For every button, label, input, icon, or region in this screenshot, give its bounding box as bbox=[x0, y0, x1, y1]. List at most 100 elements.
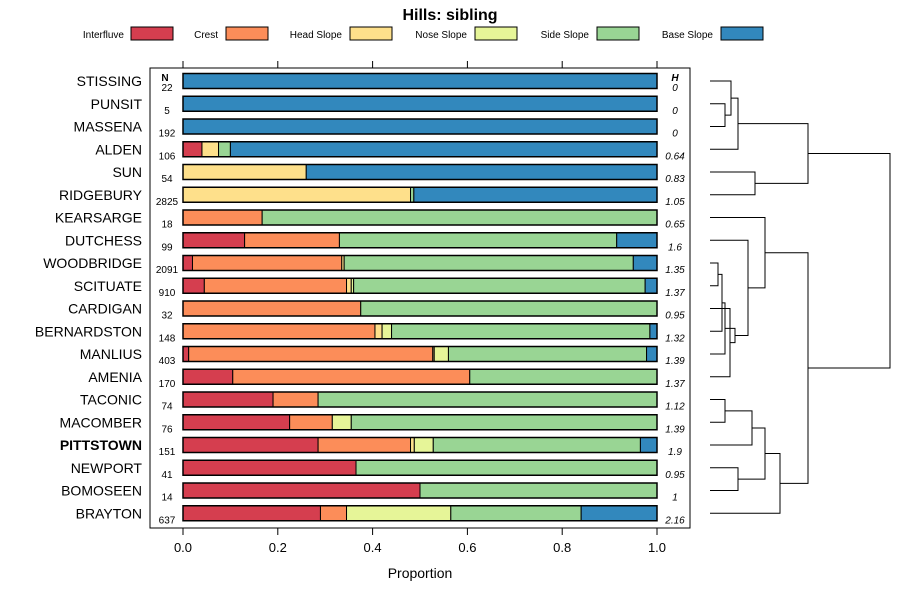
h-value-sun: 0.83 bbox=[665, 174, 685, 185]
bar-segment-bernardston-base-slope bbox=[649, 323, 658, 340]
bar-segment-bernardston-crest bbox=[182, 323, 376, 340]
bar-outline-massena bbox=[182, 118, 658, 135]
n-value-bernardston: 148 bbox=[159, 333, 176, 344]
bar-segment-pittstown-crest bbox=[317, 437, 412, 453]
bar-segment-cardigan-side-slope bbox=[360, 300, 658, 317]
dendrogram-link-blue-group bbox=[710, 97, 739, 150]
bar-segment-punsit-base-slope bbox=[182, 95, 658, 112]
bar-segment-pittstown-side-slope bbox=[432, 437, 641, 453]
bar-outline-pittstown bbox=[182, 436, 658, 454]
bar-rows: STISSING 22 0 PUNSIT 5 0 MASSENA 192 0 ALDEN 106 0.… bbox=[35, 72, 685, 526]
n-value-punsit: 5 bbox=[164, 106, 170, 117]
bar-segment-ridgebury-base-slope bbox=[413, 186, 658, 203]
bar-segment-dutchess-crest bbox=[244, 232, 340, 249]
bar-outline-bomoseen bbox=[182, 482, 658, 499]
row-label-taconic: TACONIC bbox=[80, 392, 142, 408]
row-label-cardigan: CARDIGAN bbox=[68, 301, 142, 317]
h-value-manlius: 1.39 bbox=[665, 356, 685, 367]
dendrogram-link-dutchess bbox=[710, 239, 749, 337]
h-value-amenia: 1.37 bbox=[665, 379, 685, 390]
bar-outline-stissing bbox=[182, 72, 658, 90]
row-label-dutchess: DUTCHESS bbox=[65, 232, 142, 248]
bar-segment-pittstown-interfluve bbox=[182, 437, 319, 453]
row-label-macomber: MACOMBER bbox=[60, 414, 142, 430]
bar-segment-woodbridge-base-slope bbox=[632, 255, 658, 271]
bar-segment-bernardston-nose-slope bbox=[381, 323, 393, 340]
dendrogram-link-woodbridge-scituate bbox=[710, 262, 719, 287]
bar-segment-kearsarge-side-slope bbox=[261, 209, 658, 226]
h-value-taconic: 1.12 bbox=[665, 402, 685, 413]
bar-segment-alden-base-slope bbox=[229, 141, 658, 158]
legend-label-interfluve: Interfluve bbox=[83, 30, 125, 41]
dendrogram-link-root bbox=[808, 153, 891, 369]
bar-outline-brayton bbox=[182, 505, 658, 522]
bar-segment-sun-base-slope bbox=[305, 164, 658, 180]
x-tick-label-2: 0.4 bbox=[364, 540, 382, 555]
bar-segment-dutchess-interfluve bbox=[182, 232, 246, 249]
bar-segment-woodbridge-side-slope bbox=[343, 255, 634, 271]
n-value-kearsarge: 18 bbox=[161, 220, 173, 231]
n-value-stissing: 22 bbox=[161, 83, 173, 94]
bar-segment-amenia-interfluve bbox=[182, 368, 234, 385]
legend-label-nose-slope: Nose Slope bbox=[415, 30, 467, 41]
legend-swatch-crest bbox=[225, 26, 269, 41]
h-value-punsit: 0 bbox=[672, 106, 678, 117]
x-tick-label-1: 0.2 bbox=[269, 540, 287, 555]
bar-segment-kearsarge-crest bbox=[182, 209, 263, 226]
bar-segment-scituate-base-slope bbox=[644, 277, 658, 294]
x-tick-label-5: 1.0 bbox=[648, 540, 666, 555]
bar-segment-macomber-nose-slope bbox=[331, 414, 352, 431]
legend-label-side-slope: Side Slope bbox=[541, 30, 590, 41]
dendrogram-link-manlius bbox=[710, 302, 726, 355]
bar-segment-amenia-side-slope bbox=[469, 368, 658, 385]
row-label-massena: MASSENA bbox=[74, 119, 143, 135]
bar-segment-dutchess-base-slope bbox=[616, 232, 658, 249]
row-label-bomoseen: BOMOSEEN bbox=[61, 483, 142, 499]
h-value-newport: 0.95 bbox=[665, 470, 685, 481]
dendrogram-link-taconic-macomber bbox=[710, 399, 726, 423]
row-label-brayton: BRAYTON bbox=[76, 505, 142, 521]
n-value-massena: 192 bbox=[159, 129, 176, 140]
row-label-stissing: STISSING bbox=[77, 73, 142, 89]
bar-segment-pittstown-head-slope bbox=[410, 437, 415, 453]
h-value-scituate: 1.37 bbox=[665, 288, 685, 299]
bar-segment-brayton-side-slope bbox=[450, 505, 582, 522]
bar-segment-bomoseen-side-slope bbox=[419, 482, 658, 499]
row-label-alden: ALDEN bbox=[95, 141, 142, 157]
n-value-manlius: 403 bbox=[159, 356, 176, 367]
bar-segment-massena-base-slope bbox=[182, 118, 658, 135]
bar-segment-alden-head-slope bbox=[201, 141, 220, 158]
row-label-sun: SUN bbox=[112, 164, 142, 180]
bar-segment-newport-side-slope bbox=[355, 459, 658, 476]
n-value-pittstown: 151 bbox=[159, 447, 176, 458]
row-label-pittstown: PITTSTOWN bbox=[60, 437, 142, 453]
bar-segment-brayton-base-slope bbox=[580, 505, 658, 522]
bar-segment-amenia-crest bbox=[232, 368, 471, 385]
bar-segment-taconic-crest bbox=[272, 391, 319, 408]
bar-segment-scituate-interfluve bbox=[182, 277, 205, 294]
bar-segment-brayton-crest bbox=[319, 505, 348, 522]
bar-outline-sun bbox=[182, 163, 658, 181]
bar-segment-macomber-crest bbox=[289, 414, 333, 431]
bar-segment-brayton-interfluve bbox=[182, 505, 321, 522]
legend-label-head-slope: Head Slope bbox=[290, 30, 343, 41]
n-value-alden: 106 bbox=[159, 151, 176, 162]
bar-outline-kearsarge bbox=[182, 209, 658, 226]
h-value-bomoseen: 1 bbox=[672, 493, 678, 504]
bar-outline-taconic bbox=[182, 391, 658, 408]
h-value-kearsarge: 0.65 bbox=[665, 220, 685, 231]
row-label-manlius: MANLIUS bbox=[80, 346, 142, 362]
dendrogram-link-cluster-c bbox=[710, 453, 781, 514]
legend-label-base-slope: Base Slope bbox=[662, 30, 714, 41]
bar-segment-bernardston-head-slope bbox=[374, 323, 383, 340]
n-value-bomoseen: 14 bbox=[161, 493, 173, 504]
dendrogram-link-cluster-bc bbox=[765, 252, 809, 484]
bar-segment-brayton-nose-slope bbox=[346, 505, 452, 522]
h-value-pittstown: 1.9 bbox=[668, 447, 682, 458]
bar-segment-alden-side-slope bbox=[218, 141, 231, 158]
bar-segment-macomber-side-slope bbox=[350, 414, 658, 431]
bar-segment-alden-interfluve bbox=[182, 141, 203, 158]
dendrogram-link-cluster-a bbox=[738, 123, 809, 184]
h-value-stissing: 0 bbox=[672, 83, 678, 94]
